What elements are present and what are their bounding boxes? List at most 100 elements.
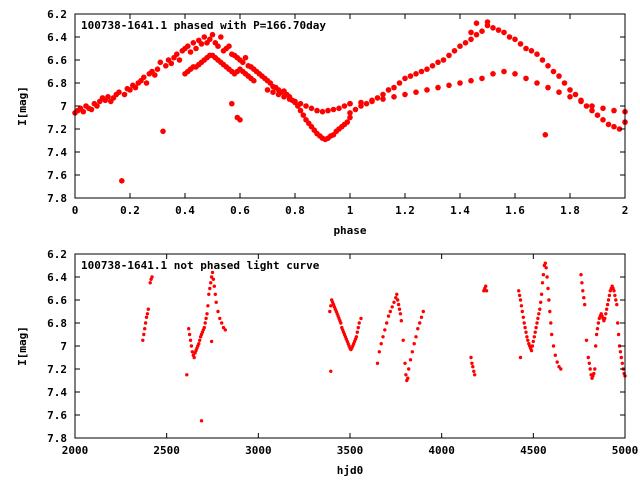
phased-x-tick-label: 0.4 [175, 204, 195, 217]
phased-data-point [215, 43, 221, 49]
unphased-data-point [547, 298, 551, 302]
unphased-data-point [355, 330, 359, 334]
phased-x-tick-label: 1.6 [505, 204, 525, 217]
unphased-data-point [524, 330, 528, 334]
unphased-data-point [210, 270, 215, 275]
phased-data-point [440, 57, 447, 63]
unphased-axis-ticks: 2000 2500 3000 3500 4000 4500 5000 6.2 6.4 6.6 6.8… [47, 248, 638, 457]
phased-data-point [185, 43, 191, 49]
phased-data-point [292, 98, 298, 105]
phased-data-point [330, 106, 337, 113]
unphased-data-point [401, 338, 405, 342]
phased-data-point [578, 98, 584, 105]
unphased-data-point [143, 327, 147, 331]
phased-data-point [539, 57, 546, 63]
phased-x-axis-label: phase [333, 224, 366, 237]
unphased-y-tick-label: 7.2 [47, 363, 67, 376]
phased-y-tick-label: 7.2 [47, 123, 67, 136]
unphased-x-tick-label: 3500 [337, 444, 364, 457]
phased-data-point [303, 103, 309, 109]
unphased-data-points [141, 261, 627, 423]
phased-data-point [391, 84, 397, 91]
unphased-data-point [533, 330, 537, 334]
unphased-data-point [356, 325, 360, 330]
unphased-data-point [379, 342, 383, 346]
phased-x-tick-label: 1.4 [450, 204, 470, 217]
phased-data-point [534, 51, 540, 57]
unphased-data-point [614, 298, 618, 302]
unphased-data-point [484, 284, 488, 288]
unphased-data-point [206, 304, 210, 308]
phased-y-tick-label: 6.8 [47, 77, 67, 90]
unphased-data-point [212, 284, 216, 288]
phased-data-point [457, 80, 463, 86]
unphased-data-point [531, 339, 535, 344]
phased-data-point [374, 95, 381, 101]
unphased-data-point [209, 339, 214, 344]
phased-data-point [143, 80, 150, 86]
phased-data-point [506, 34, 513, 40]
unphased-data-point [359, 316, 363, 321]
unphased-data-point [398, 312, 403, 316]
unphased-data-point [185, 373, 189, 377]
unphased-data-point [416, 327, 420, 331]
unphased-data-point [329, 304, 333, 308]
phased-data-point [141, 74, 147, 81]
unphased-data-point [537, 312, 541, 316]
phased-data-point [468, 29, 474, 36]
unphased-plot-title: 100738-1641.1 not phased light curve [81, 259, 320, 272]
phased-data-point [446, 52, 452, 59]
unphased-data-point [553, 353, 557, 357]
unphased-data-point [328, 309, 332, 314]
phased-data-point [242, 54, 249, 61]
unphased-data-point [399, 319, 403, 323]
phased-data-point [193, 45, 199, 52]
phased-data-point [319, 108, 326, 115]
phased-data-point [424, 87, 430, 93]
unphased-data-point [207, 292, 211, 296]
unphased-data-point [544, 266, 548, 270]
phased-data-point [314, 107, 320, 114]
unphased-data-point [471, 365, 475, 369]
unphased-y-tick-label: 7.8 [47, 432, 67, 445]
unphased-data-point [209, 275, 214, 279]
unphased-data-point [144, 315, 149, 319]
phased-data-point [446, 82, 452, 89]
unphased-data-point [141, 338, 145, 342]
phased-y-axis-label: I[mag] [16, 86, 29, 126]
unphased-data-point [218, 316, 222, 321]
phased-data-point [523, 45, 529, 52]
unphased-y-tick-label: 7.4 [47, 386, 67, 399]
unphased-data-point [190, 350, 194, 354]
unphased-data-point [209, 281, 213, 285]
phased-data-point [605, 121, 612, 128]
unphased-x-tick-label: 4500 [520, 444, 547, 457]
phased-x-tick-label: 1 [347, 204, 354, 217]
unphased-data-point [150, 275, 154, 279]
phased-data-point [435, 84, 441, 91]
phased-data-point [207, 36, 213, 43]
unphased-data-point [187, 332, 192, 337]
unphased-y-tick-label: 7.6 [47, 409, 67, 422]
unphased-data-point [604, 312, 608, 316]
phased-data-point [300, 112, 307, 118]
phased-data-point [121, 91, 128, 98]
phased-data-point [105, 94, 111, 100]
unphased-data-point [377, 350, 381, 354]
unphased-data-point [329, 369, 333, 373]
unphased-data-point [521, 315, 525, 319]
unphased-data-point [187, 327, 191, 331]
phased-data-point [501, 29, 507, 36]
unphased-data-point [594, 332, 599, 337]
unphased-light-curve-panel: 2000 2500 3000 3500 4000 4500 5000 6.2 6.4 6.6 6.8… [16, 248, 638, 477]
phased-data-point [490, 71, 496, 77]
phased-data-point [152, 72, 158, 78]
unphased-data-point [615, 302, 619, 307]
unphased-data-point [606, 298, 611, 302]
unphased-data-point [520, 309, 524, 314]
unphased-data-point [617, 344, 622, 348]
unphased-data-point [205, 312, 209, 316]
phased-plot-title: 100738-1641.1 phased with P=166.70day [81, 19, 326, 32]
unphased-data-point [519, 304, 524, 308]
phased-data-point [391, 94, 397, 100]
